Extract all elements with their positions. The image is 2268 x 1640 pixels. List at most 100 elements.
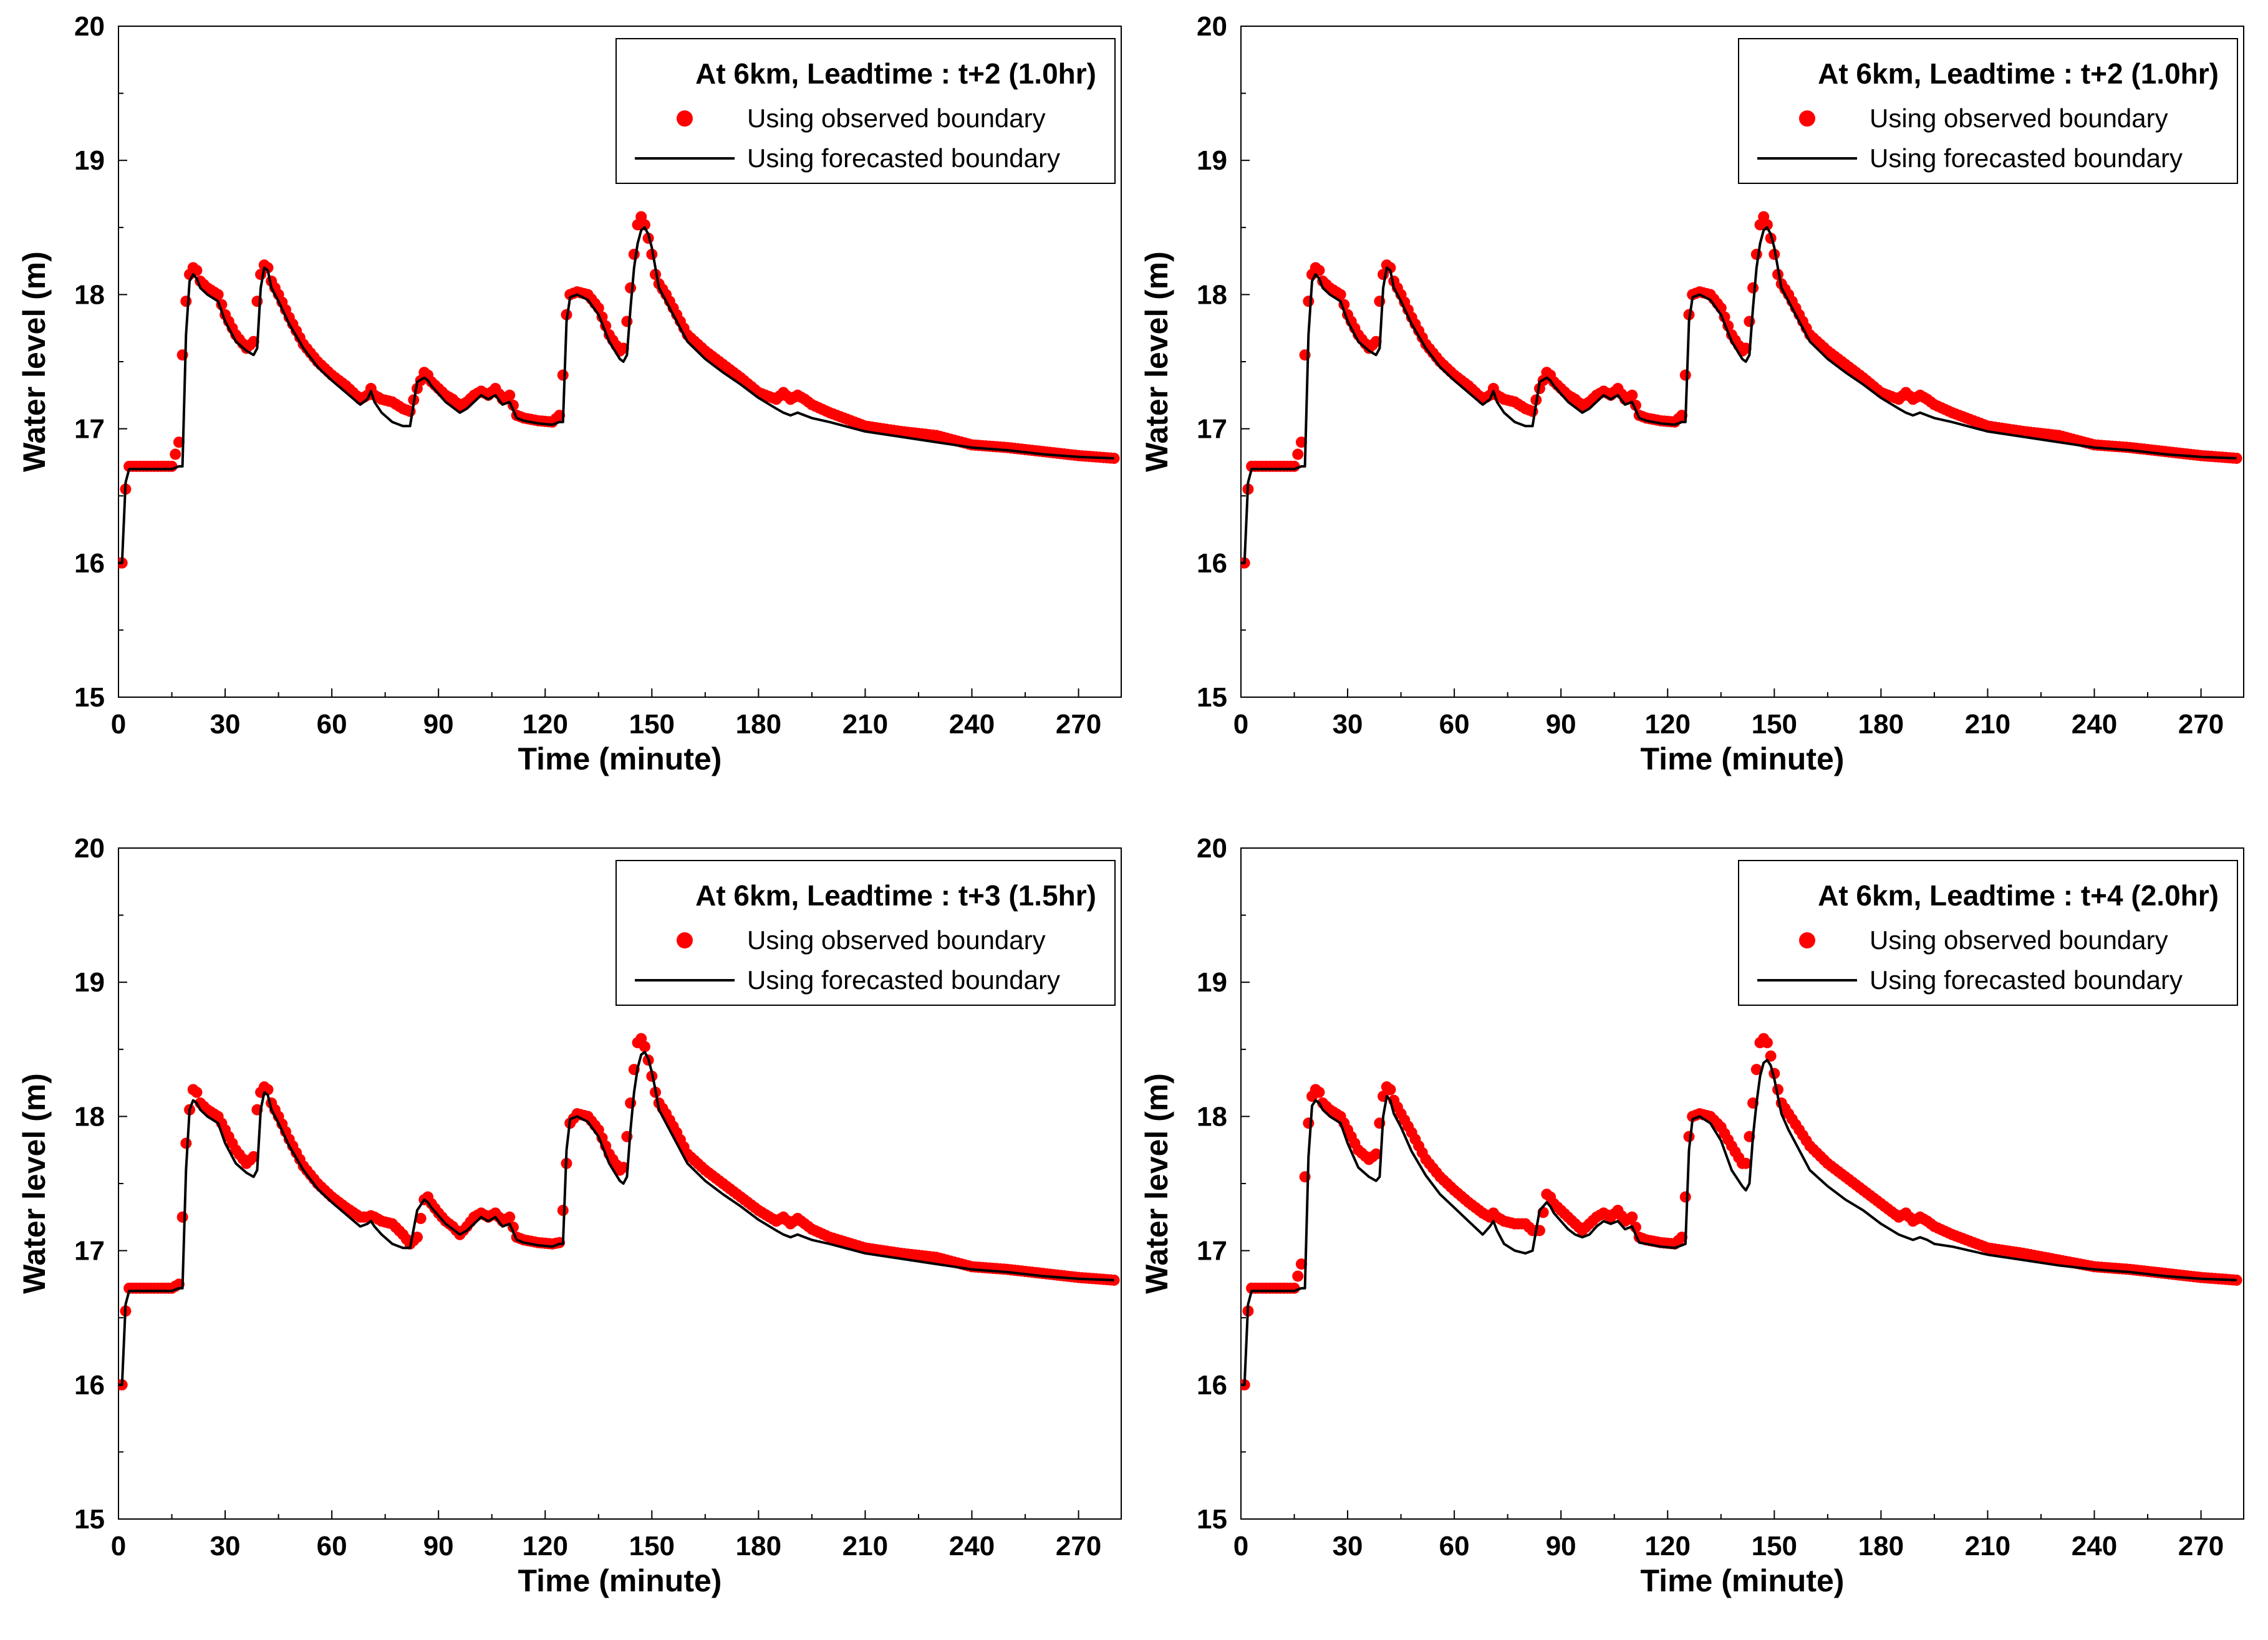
x-tick-label: 180 <box>736 709 781 740</box>
x-tick-label: 210 <box>842 709 888 740</box>
y-tick-label: 17 <box>74 1236 105 1266</box>
legend-observed-label: Using observed boundary <box>1870 104 2168 133</box>
observed-point <box>411 1232 423 1243</box>
y-tick-label: 17 <box>1197 1236 1227 1266</box>
observed-point <box>1313 1086 1325 1098</box>
chart-panel-top-right: 15 16 17 18 19 20 0 30 60 90 120 150 180 210 240 270 Tim… <box>1122 0 2245 811</box>
observed-point <box>191 1086 203 1098</box>
legend-box <box>615 38 1116 184</box>
x-tick-label: 180 <box>736 1531 781 1561</box>
chart-svg: 15 16 17 18 19 20 0 30 60 90 120 150 180 210 240 270 Tim… <box>17 11 1122 776</box>
x-tick-label: 90 <box>423 1531 454 1561</box>
y-tick-label: 15 <box>1197 682 1227 713</box>
x-tick-label: 120 <box>523 1531 568 1561</box>
observed-point <box>1761 219 1773 231</box>
legend-observed-marker <box>677 932 693 948</box>
observed-point <box>173 437 185 448</box>
y-tick-label: 18 <box>1197 279 1227 310</box>
legend-title: At 6km, Leadtime : t+2 (1.0hr) <box>1818 57 2219 90</box>
plot-area <box>1241 211 2242 569</box>
legend-title: At 6km, Leadtime : t+3 (1.5hr) <box>695 879 1096 912</box>
observed-point <box>1303 1117 1315 1129</box>
forecasted-line <box>118 226 1114 564</box>
observed-point <box>1679 369 1691 381</box>
legend-title: At 6km, Leadtime : t+2 (1.0hr) <box>695 57 1096 90</box>
legend-observed-marker <box>1799 932 1815 948</box>
x-tick-label: 270 <box>2178 1531 2224 1561</box>
legend-forecasted-label: Using forecasted boundary <box>747 965 1060 995</box>
y-tick-label: 20 <box>74 833 105 864</box>
observed-point <box>1750 248 1762 260</box>
observed-point <box>1370 1148 1382 1160</box>
x-tick-label: 30 <box>1333 1531 1363 1561</box>
observed-point <box>504 389 516 401</box>
forecasted-line <box>118 1051 1114 1386</box>
y-tick-label: 20 <box>1197 833 1227 864</box>
y-axis-label: Water level (m) <box>1139 251 1174 472</box>
y-axis-label: Water level (m) <box>1139 1073 1174 1294</box>
observed-point <box>1626 389 1638 401</box>
x-tick-label: 270 <box>1056 1531 1101 1561</box>
plot-area <box>1241 1033 2242 1391</box>
x-tick-label: 60 <box>1439 1531 1470 1561</box>
observed-point <box>415 1212 427 1224</box>
observed-point <box>557 1205 569 1217</box>
observed-point <box>248 1150 259 1162</box>
x-tick-label: 240 <box>949 709 995 740</box>
y-tick-label: 19 <box>1197 145 1227 176</box>
x-tick-label: 60 <box>317 709 347 740</box>
x-tick-label: 90 <box>423 709 454 740</box>
y-tick-label: 16 <box>1197 1370 1227 1401</box>
observed-point <box>504 1211 516 1223</box>
observed-point <box>1292 1270 1304 1282</box>
x-axis-label: Time (minute) <box>518 741 722 776</box>
y-tick-label: 17 <box>1197 414 1227 445</box>
observed-point <box>1295 1258 1307 1270</box>
x-axis-label: Time (minute) <box>518 1563 722 1598</box>
x-tick-label: 0 <box>1233 709 1248 740</box>
observed-point <box>628 248 640 260</box>
y-tick-label: 16 <box>74 548 105 579</box>
x-tick-label: 60 <box>1439 709 1470 740</box>
legend-forecasted-label: Using forecasted boundary <box>747 143 1060 173</box>
observed-point <box>176 1211 188 1223</box>
x-tick-label: 150 <box>1752 1531 1797 1561</box>
chart-svg: 15 16 17 18 19 20 0 30 60 90 120 150 180 210 240 270 Tim… <box>1139 11 2244 776</box>
observed-point <box>1750 1064 1762 1076</box>
x-tick-label: 30 <box>210 709 241 740</box>
observed-point <box>1303 296 1315 307</box>
legend-observed-label: Using observed boundary <box>747 104 1046 133</box>
observed-point <box>212 289 224 301</box>
x-tick-label: 120 <box>1645 1531 1691 1561</box>
observed-series <box>118 211 1120 569</box>
observed-point <box>1740 1157 1752 1169</box>
y-tick-label: 19 <box>74 967 105 998</box>
y-tick-label: 18 <box>74 279 105 310</box>
observed-point <box>1384 1084 1396 1096</box>
observed-point <box>1313 264 1325 276</box>
x-tick-label: 90 <box>1546 1531 1576 1561</box>
x-tick-label: 210 <box>1965 1531 2010 1561</box>
x-tick-label: 270 <box>2178 709 2224 740</box>
x-tick-label: 270 <box>1056 709 1101 740</box>
x-tick-label: 240 <box>2072 1531 2117 1561</box>
x-tick-label: 180 <box>1858 1531 1904 1561</box>
x-tick-label: 30 <box>210 1531 241 1561</box>
y-axis-label: Water level (m) <box>17 1073 52 1294</box>
observed-point <box>1765 1050 1777 1062</box>
forecasted-line <box>1241 1059 2237 1386</box>
observed-point <box>625 282 637 294</box>
observed-point <box>639 219 650 231</box>
x-tick-label: 240 <box>949 1531 995 1561</box>
legend-observed-marker <box>1799 110 1815 127</box>
x-tick-label: 90 <box>1546 709 1576 740</box>
y-tick-label: 19 <box>74 145 105 176</box>
y-tick-label: 20 <box>1197 11 1227 42</box>
x-tick-label: 120 <box>523 709 568 740</box>
observed-point <box>639 1041 650 1053</box>
x-axis-label: Time (minute) <box>1641 1563 1845 1598</box>
chart-panel-bottom-left: 15 16 17 18 19 20 0 30 60 90 120 150 180 210 240 270 Tim… <box>0 822 1122 1633</box>
x-axis-label: Time (minute) <box>1641 741 1845 776</box>
x-tick-label: 180 <box>1858 709 1904 740</box>
chart-svg: 15 16 17 18 19 20 0 30 60 90 120 150 180 210 240 270 Tim… <box>17 833 1122 1598</box>
